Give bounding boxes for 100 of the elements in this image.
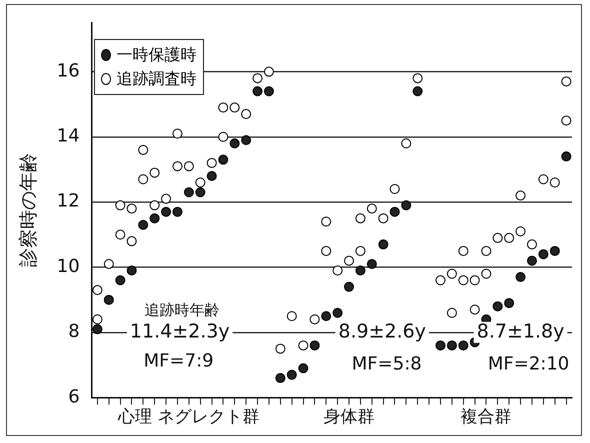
point: [458, 275, 468, 286]
point: [332, 265, 343, 276]
point: [344, 256, 354, 266]
point: [195, 187, 206, 198]
point: [92, 314, 102, 324]
point: [526, 239, 537, 250]
annotation: 追跡時年齢: [144, 301, 220, 320]
point: [252, 86, 263, 96]
point: [366, 258, 377, 269]
point: [264, 66, 274, 77]
point: [516, 226, 526, 236]
point: [172, 161, 182, 172]
point: [310, 340, 320, 350]
point: [286, 370, 297, 380]
point: [115, 275, 126, 286]
point: [435, 275, 446, 286]
point: [561, 76, 572, 86]
point: [481, 246, 492, 256]
point: [561, 151, 572, 162]
point: [241, 135, 252, 146]
point: [538, 249, 548, 260]
point: [412, 86, 423, 96]
point: [401, 200, 412, 210]
legend-label: 追跡調査時: [116, 68, 197, 90]
point: [126, 265, 137, 276]
point: [550, 178, 560, 188]
y-tick-label: 16: [56, 60, 80, 82]
point: [104, 258, 114, 269]
point: [446, 340, 457, 350]
point: [298, 363, 308, 374]
point: [355, 246, 366, 256]
point: [321, 246, 332, 256]
point: [390, 206, 400, 217]
point: [264, 86, 274, 96]
point: [390, 184, 400, 194]
point: [446, 268, 457, 279]
point: [412, 73, 423, 84]
point: [172, 128, 182, 139]
point: [516, 190, 526, 201]
x-tick-label: 複合群: [460, 407, 512, 428]
point: [218, 132, 228, 142]
point: [195, 178, 206, 188]
point: [252, 73, 263, 84]
point: [138, 144, 148, 155]
x-tick-label: 身体群: [324, 407, 375, 428]
annotation: 8.9±2.6y: [338, 320, 426, 342]
point: [366, 204, 377, 214]
point: [150, 213, 160, 224]
point: [516, 272, 526, 282]
point: [172, 206, 182, 217]
annotation: 8.7±1.8y: [476, 320, 564, 342]
point: [206, 158, 217, 168]
point: [332, 308, 343, 318]
point: [321, 311, 332, 322]
y-tick-label: 12: [56, 190, 80, 212]
point: [378, 213, 388, 224]
point: [550, 246, 560, 256]
point: [321, 216, 332, 227]
point: [355, 213, 366, 224]
point: [230, 138, 240, 148]
point: [435, 340, 446, 350]
annotation: 11.4±2.3y: [130, 320, 230, 342]
point: [275, 373, 286, 384]
point: [446, 308, 457, 318]
x-tick-label: 心理 ネグレクト群: [117, 407, 260, 428]
point: [458, 246, 468, 256]
point: [206, 170, 217, 181]
legend-label: 一時保護時: [116, 44, 197, 66]
point: [126, 236, 137, 246]
point: [218, 154, 228, 165]
y-tick-label: 10: [56, 256, 80, 277]
point: [150, 168, 160, 178]
annotation: MF=5:8: [352, 354, 422, 375]
point: [184, 187, 194, 198]
y-tick-label: 8: [68, 321, 80, 342]
point: [92, 324, 102, 334]
point: [138, 174, 148, 184]
point: [138, 220, 148, 230]
point: [504, 232, 514, 243]
point: [218, 102, 228, 113]
point: [161, 206, 172, 217]
point: [104, 294, 114, 305]
point: [492, 301, 503, 312]
y-tick-label: 6: [68, 386, 80, 408]
y-tick-label: 14: [56, 126, 80, 147]
point: [115, 200, 126, 210]
point: [526, 256, 537, 266]
point: [344, 282, 354, 292]
point: [286, 311, 297, 322]
point: [92, 285, 102, 296]
point: [538, 174, 548, 184]
point: [492, 232, 503, 243]
point: [504, 298, 514, 308]
point: [275, 344, 286, 354]
point: [298, 340, 308, 350]
point: [126, 204, 137, 214]
y-axis-title: 診察時の年齢: [17, 153, 40, 268]
point: [470, 304, 480, 315]
point: [115, 230, 126, 240]
annotation: MF=7:9: [144, 350, 214, 372]
